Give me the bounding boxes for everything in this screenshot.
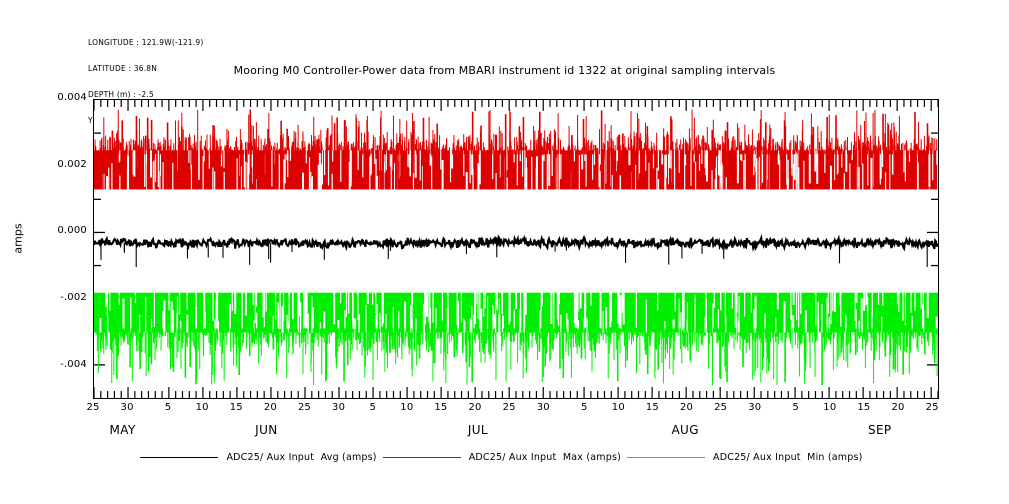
x-tick-label: 25 — [714, 402, 728, 413]
x-tick-label: 15 — [434, 402, 448, 413]
y-tick-label: -.002 — [60, 292, 87, 303]
x-tick-label: 25 — [297, 402, 312, 413]
legend-item: ADC25/ Aux Input Min (amps) — [627, 452, 869, 463]
x-month-label: MAY — [109, 423, 136, 437]
x-tick-label: 30 — [748, 402, 762, 413]
metadata-latitude: LATITUDE : 36.8N — [88, 63, 158, 73]
x-tick-label: 20 — [891, 402, 905, 413]
legend-item: ADC25/ Aux Input Avg (amps) — [140, 452, 382, 463]
x-tick-label: 10 — [400, 402, 414, 413]
x-tick-label: 5 — [580, 402, 588, 413]
x-tick-label: 5 — [792, 402, 799, 413]
data-series — [94, 109, 938, 386]
legend-label: ADC25/ Aux Input Min (amps) — [713, 451, 863, 463]
x-tick-label: 15 — [229, 402, 243, 413]
legend-swatch-line — [382, 456, 461, 458]
x-tick-label: 30 — [120, 402, 134, 413]
chart-title: Mooring M0 Controller-Power data from MB… — [233, 64, 776, 77]
x-tick-label: 15 — [645, 402, 659, 413]
x-month-label: AUG — [671, 423, 699, 437]
x-tick-label: 15 — [857, 402, 871, 413]
x-tick-label: 25 — [86, 402, 100, 413]
x-tick-label: 20 — [263, 402, 277, 413]
x-tick-label: 20 — [680, 402, 694, 413]
x-tick-label: 30 — [332, 402, 346, 413]
x-tick-label: 5 — [369, 402, 376, 413]
legend-swatch-line — [627, 456, 706, 458]
x-month-label: JUN — [255, 423, 278, 437]
x-tick-label: 10 — [195, 402, 209, 413]
y-tick-label: 0.002 — [57, 158, 87, 170]
legend-item: ADC25/ Aux Input Max (amps) — [382, 451, 627, 463]
x-tick-label: 10 — [611, 402, 625, 413]
x-tick-label: 30 — [536, 402, 550, 413]
y-tick-label: 0.000 — [57, 225, 87, 237]
legend-swatch-line — [140, 456, 219, 458]
x-tick-label: 5 — [164, 402, 172, 413]
x-tick-label: 25 — [925, 402, 939, 413]
legend-label: ADC25/ Aux Input Avg (amps) — [226, 451, 377, 463]
y-tick-label: 0.004 — [57, 92, 87, 103]
y-axis-label: amps — [11, 223, 25, 254]
metadata-depth: DEPTH (m) : -2.5 — [88, 89, 154, 99]
legend-label: ADC25/ Aux Input Max (amps) — [468, 451, 622, 463]
metadata-longitude: LONGITUDE : 121.9W(-121.9) — [88, 38, 204, 48]
y-tick-label: -.004 — [60, 358, 87, 370]
x-month-label: JUL — [467, 423, 489, 437]
x-tick-label: 10 — [823, 402, 837, 413]
axis-ticks — [94, 100, 938, 398]
x-tick-label: 20 — [468, 402, 482, 413]
chart-legend: ADC25/ Aux Input Avg (amps) ADC25/ Aux In… — [0, 447, 1009, 467]
plot-area — [93, 99, 939, 399]
x-tick-label: 25 — [502, 402, 516, 413]
x-month-label: SEP — [867, 423, 892, 437]
